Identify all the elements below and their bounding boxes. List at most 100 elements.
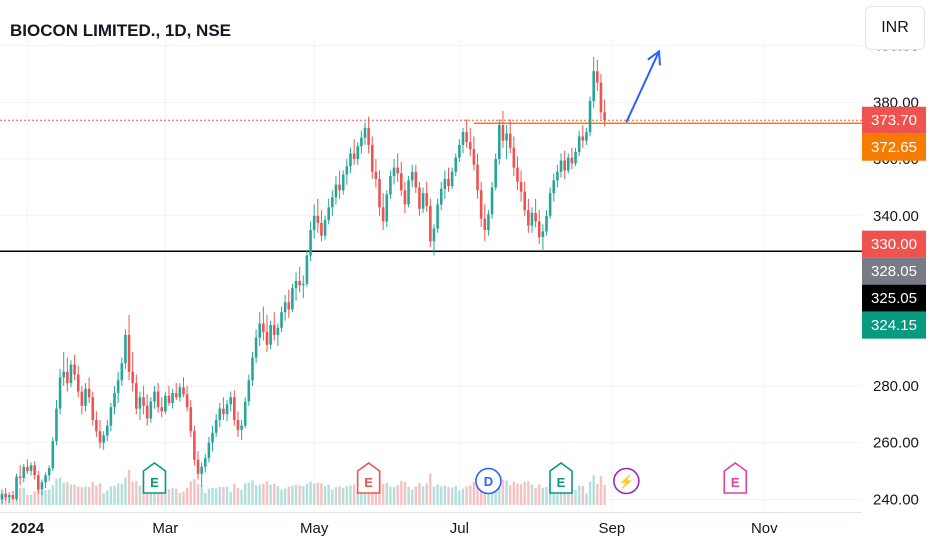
volume-bar	[149, 484, 153, 505]
candle	[116, 371, 120, 403]
candle	[76, 366, 80, 398]
volume-bar	[254, 485, 258, 505]
candle	[378, 170, 381, 216]
volume-bar	[244, 483, 247, 505]
volume-bar	[37, 488, 40, 505]
earnings-marker[interactable]: E	[723, 462, 748, 494]
volume-bar	[527, 481, 530, 505]
volume-bar	[363, 489, 367, 505]
candle	[421, 187, 425, 213]
candle	[84, 383, 87, 412]
candle	[483, 204, 487, 242]
candle	[370, 136, 374, 179]
drawing-arrow	[625, 49, 661, 123]
candle-body	[203, 458, 207, 467]
candle	[251, 351, 254, 386]
candle-body	[265, 332, 269, 345]
price-label-background	[862, 257, 926, 285]
candle	[22, 463, 26, 483]
candle	[363, 122, 367, 145]
candle-body	[312, 215, 316, 230]
time-axis[interactable]: 2024 Mar May Jul Sep Nov	[11, 520, 778, 537]
dividend-marker[interactable]: D	[475, 467, 502, 495]
earnings-marker[interactable]: E	[142, 462, 167, 494]
candle	[468, 127, 472, 157]
candle	[508, 119, 512, 154]
candle-body	[178, 387, 182, 398]
volume-bar	[305, 483, 309, 505]
candle-body	[160, 407, 164, 412]
volume-bar	[534, 488, 537, 505]
candle	[407, 176, 410, 208]
candle	[534, 198, 537, 228]
candle	[47, 465, 51, 481]
candle	[356, 142, 360, 165]
candle-body	[51, 441, 55, 469]
candle-body	[280, 312, 283, 328]
candle	[247, 374, 251, 406]
x-tick-label: Mar	[152, 520, 178, 537]
earnings-icon	[723, 462, 748, 494]
price-label-text: 373.70	[871, 112, 917, 129]
volume-bar	[193, 479, 196, 505]
candle-body	[66, 371, 69, 384]
candle	[207, 436, 211, 463]
candle-body	[174, 393, 178, 398]
volume-bar	[167, 489, 171, 505]
price-labels: 373.70 372.65 330.00 328.05 325.05 324.15	[862, 106, 926, 339]
candle-body	[447, 178, 450, 187]
volume-bar	[262, 483, 265, 505]
volume-bar	[585, 493, 588, 505]
volume-bar	[567, 490, 570, 505]
candle	[171, 388, 174, 409]
candle	[385, 190, 389, 228]
candle-body	[211, 432, 214, 443]
volume-bar	[120, 484, 123, 505]
volume-bar	[98, 483, 102, 505]
candle	[541, 224, 545, 250]
volume-bar	[414, 486, 418, 505]
volume-bar	[407, 486, 410, 505]
arrow-shaft[interactable]	[625, 50, 660, 123]
volume-bar	[58, 478, 62, 505]
candle-body	[414, 171, 418, 188]
volume-bar	[309, 481, 312, 505]
price-label-background	[862, 106, 926, 134]
currency-button[interactable]: INR	[865, 6, 925, 50]
candle-body	[11, 495, 15, 499]
candle-body	[410, 171, 414, 181]
price-label: 373.70	[862, 106, 926, 134]
candle-body	[552, 180, 556, 194]
candle	[44, 472, 47, 488]
split-marker[interactable]: ⚡	[613, 467, 640, 495]
candle	[334, 176, 338, 205]
volume-bar	[316, 482, 320, 505]
candle-body	[218, 408, 222, 420]
candle	[316, 198, 320, 233]
volume-bar	[196, 484, 200, 505]
candle	[545, 210, 548, 236]
volume-bar	[80, 487, 84, 505]
candle	[523, 181, 527, 216]
candle-body	[102, 435, 105, 443]
volume-bar	[218, 486, 221, 505]
candle-body	[570, 157, 574, 164]
earnings-marker[interactable]: E	[356, 462, 381, 494]
volume-bar	[225, 486, 229, 505]
candle-body	[556, 171, 559, 181]
earnings-marker[interactable]: E	[549, 462, 573, 494]
candle	[167, 385, 171, 406]
candle	[537, 210, 541, 245]
candle-body	[588, 100, 592, 133]
candle-body	[472, 149, 476, 165]
arrow-head[interactable]	[647, 49, 661, 66]
volume-bar	[331, 489, 334, 505]
volume-bar	[603, 484, 606, 505]
candle-body	[15, 476, 18, 499]
volume-bar	[51, 485, 55, 505]
candle-body	[341, 174, 345, 191]
candle-body	[516, 167, 519, 182]
candle	[341, 170, 345, 195]
split-icon	[613, 467, 640, 495]
